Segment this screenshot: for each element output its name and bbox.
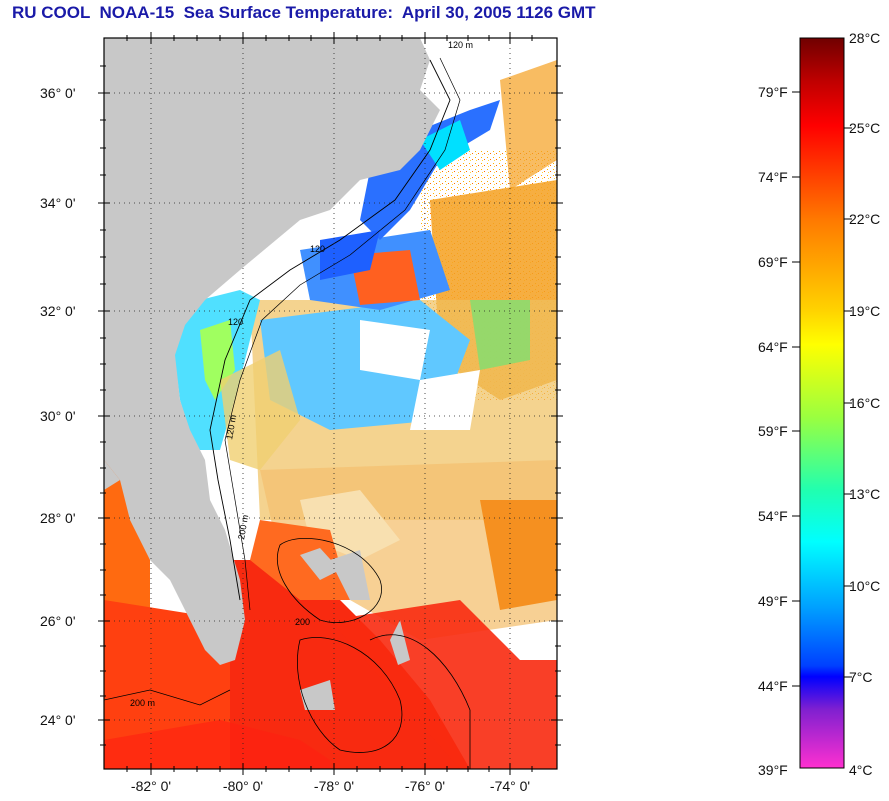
contour-label: 120 (310, 244, 325, 254)
land-bahamas (300, 548, 340, 580)
colorbar-f-label: 54°F (758, 508, 788, 524)
contour-label: 200 (295, 617, 310, 627)
colorbar-c-label: 22°C (849, 211, 881, 227)
colorbar-c-label: 25°C (849, 120, 881, 136)
lon-label: -82° 0' (130, 778, 172, 794)
lat-label: 28° 0' (40, 510, 76, 526)
lat-label: 26° 0' (40, 613, 76, 629)
map-title: RU COOL NOAA-15 Sea Surface Temperature:… (12, 3, 596, 22)
colorbar-c-label: 7°C (849, 669, 873, 685)
colorbar-c-label: 28°C (849, 30, 881, 46)
contour-label: 120 m (448, 40, 473, 50)
map-frame (103, 37, 558, 770)
lat-label: 30° 0' (40, 408, 76, 424)
contour-label: 200 m (130, 698, 155, 708)
colorbar-c-label: 16°C (849, 395, 881, 411)
colorbar-c-label: 10°C (849, 578, 881, 594)
lat-label: 36° 0' (40, 85, 76, 101)
colorbar-f-label: 79°F (758, 84, 788, 100)
land-us-coast (104, 38, 440, 665)
lon-label: -80° 0' (222, 778, 264, 794)
contour-label: 120 (228, 317, 243, 327)
lat-label: 34° 0' (40, 195, 76, 211)
lon-label: -78° 0' (313, 778, 355, 794)
lon-label: -74° 0' (489, 778, 531, 794)
contour-label: 200 m (236, 514, 250, 540)
colorbar-f-label: 59°F (758, 423, 788, 439)
lat-label: 32° 0' (40, 303, 76, 319)
colorbar-f-label: 74°F (758, 169, 788, 185)
colorbar (799, 37, 845, 769)
lat-label: 24° 0' (40, 712, 76, 728)
contour-label: 120 m (224, 414, 238, 440)
colorbar-f-label: 49°F (758, 593, 788, 609)
colorbar-c-label: 19°C (849, 303, 881, 319)
colorbar-f-label: 64°F (758, 339, 788, 355)
colorbar-c-label: 4°C (849, 762, 873, 778)
colorbar-c-label: 13°C (849, 486, 881, 502)
colorbar-f-label: 69°F (758, 254, 788, 270)
lon-label: -76° 0' (404, 778, 446, 794)
map-image (104, 38, 557, 769)
colorbar-f-label: 44°F (758, 678, 788, 694)
colorbar-f-label: 39°F (758, 762, 788, 778)
